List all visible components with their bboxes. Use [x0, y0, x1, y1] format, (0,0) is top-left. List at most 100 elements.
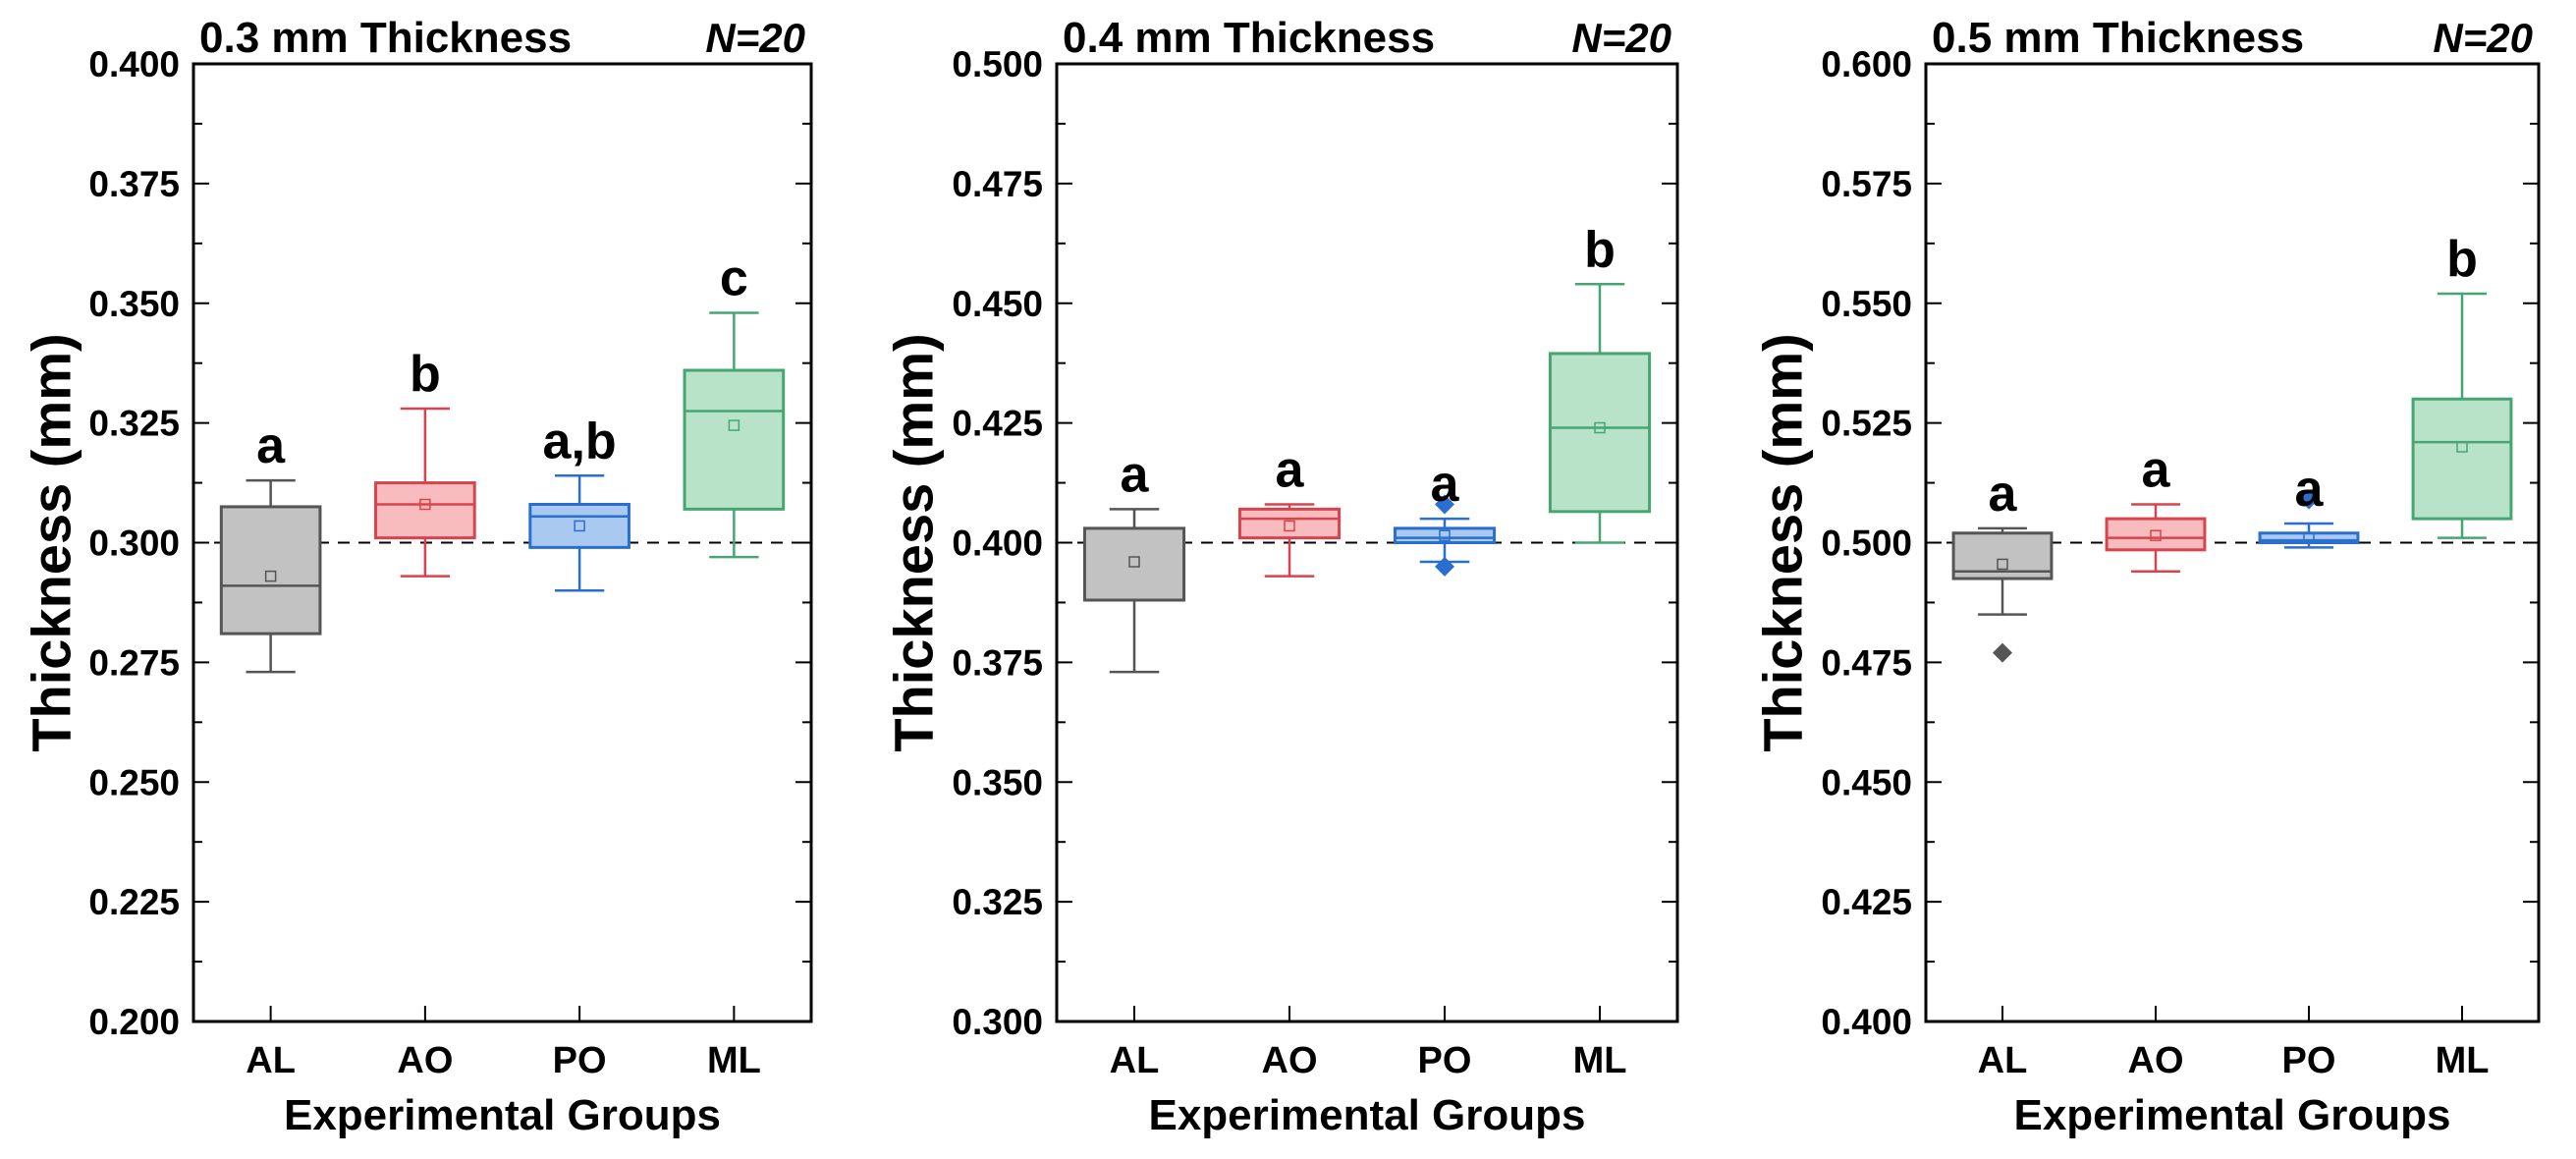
significance-letter: b: [410, 346, 441, 403]
y-axis-label: Thickness (mm): [1752, 333, 1814, 751]
box-PO: a: [2258, 461, 2360, 549]
outlier-point: [1993, 642, 2012, 663]
box-ML: b: [2411, 231, 2513, 539]
y-tick-label: 0.525: [1821, 404, 1912, 444]
y-tick-label: 0.350: [88, 284, 180, 324]
y-tick-label: 0.325: [952, 882, 1043, 922]
mean-marker: [728, 419, 740, 431]
significance-letter: a: [256, 417, 286, 474]
significance-letter: a: [2295, 461, 2325, 518]
significance-letter: c: [720, 250, 748, 307]
x-tick-label: PO: [553, 1040, 607, 1081]
y-tick-label: 0.300: [88, 524, 180, 564]
plot-frame: [1924, 62, 2541, 1023]
panel-2: 0.4 mm Thickness N=20 0.300 0.325 0.350 0.375…: [883, 14, 1679, 1139]
significance-letter: a: [1989, 466, 2018, 523]
x-tick-label: AL: [246, 1040, 296, 1081]
plot-frame: [192, 62, 813, 1023]
y-axis-label: Thickness (mm): [21, 333, 82, 751]
y-tick-label: 0.450: [952, 284, 1043, 324]
y-tick-label: 0.350: [952, 762, 1043, 802]
sample-size-label: N=20: [1571, 15, 1672, 61]
y-tick-label: 0.400: [88, 44, 180, 84]
y-tick-label: 0.400: [1821, 1002, 1912, 1042]
iqr-box: [1082, 526, 1186, 602]
sample-size-label: N=20: [705, 15, 805, 61]
y-tick-label: 0.300: [952, 1002, 1043, 1042]
y-tick-label: 0.375: [88, 164, 180, 204]
mean-marker: [2456, 441, 2468, 453]
significance-letter: b: [2446, 231, 2478, 288]
y-tick-label: 0.600: [1821, 44, 1912, 84]
box-PO: a: [1393, 456, 1497, 577]
x-tick-label: AL: [1110, 1040, 1160, 1081]
x-axis-label: Experimental Groups: [1148, 1091, 1585, 1139]
box-AO: b: [374, 346, 476, 578]
mean-marker: [1439, 529, 1451, 541]
sample-size-label: N=20: [2433, 15, 2533, 61]
mean-marker: [264, 570, 277, 582]
significance-letter: a: [2142, 442, 2171, 499]
iqr-box: [683, 368, 786, 511]
y-tick-label: 0.200: [88, 1002, 180, 1042]
significance-letter: a: [1121, 446, 1150, 503]
iqr-box: [219, 505, 322, 635]
iqr-box: [2105, 517, 2207, 552]
mean-marker: [1997, 558, 2008, 571]
x-tick-label: ML: [2436, 1040, 2490, 1081]
y-axis-label: Thickness (mm): [883, 333, 945, 751]
box-AL: a: [219, 417, 322, 674]
y-tick-label: 0.550: [1821, 284, 1912, 324]
box-AL: a: [1082, 446, 1186, 674]
mean-marker: [419, 498, 431, 511]
plot-frame: [1055, 62, 1679, 1023]
panel-title: 0.4 mm Thickness: [1063, 14, 1435, 62]
x-tick-label: PO: [1418, 1040, 1472, 1081]
x-tick-label: ML: [707, 1040, 761, 1081]
y-tick-label: 0.225: [88, 882, 180, 922]
panel-3: 0.5 mm Thickness N=20 0.400 0.425 0.450 0.475…: [1752, 14, 2541, 1139]
iqr-box: [2411, 397, 2513, 521]
x-tick-label: AO: [1262, 1040, 1318, 1081]
box-ML: c: [683, 250, 786, 559]
box-PO: a,b: [528, 413, 630, 592]
y-tick-label: 0.500: [1821, 524, 1912, 564]
mean-marker: [2303, 531, 2315, 544]
panel-title: 0.5 mm Thickness: [1932, 14, 2304, 62]
box-ML: b: [1548, 221, 1652, 544]
panel-title: 0.3 mm Thickness: [199, 14, 572, 62]
y-tick-label: 0.375: [952, 642, 1043, 683]
panel-1: 0.3 mm Thickness N=20 0.200 0.225 0.250 0.275…: [21, 14, 813, 1139]
y-tick-label: 0.450: [1821, 762, 1912, 802]
outlier-point: [2299, 489, 2319, 510]
mean-marker: [2150, 529, 2162, 541]
outlier-point: [1435, 556, 1454, 577]
box-AO: a: [1237, 442, 1342, 578]
box-AO: a: [2105, 442, 2207, 573]
x-tick-label: AO: [397, 1040, 453, 1081]
y-tick-label: 0.425: [1821, 882, 1912, 922]
y-tick-label: 0.500: [952, 44, 1043, 84]
y-tick-label: 0.325: [88, 404, 180, 444]
x-axis-label: Experimental Groups: [284, 1091, 721, 1139]
x-tick-label: AL: [1978, 1040, 2028, 1081]
x-tick-label: ML: [1573, 1040, 1627, 1081]
y-tick-label: 0.400: [952, 524, 1043, 564]
y-tick-label: 0.475: [1821, 642, 1912, 683]
outlier-point: [1435, 494, 1454, 515]
y-tick-label: 0.425: [952, 404, 1043, 444]
significance-letter: a: [1276, 442, 1305, 499]
significance-letter: a,b: [543, 413, 617, 469]
mean-marker: [574, 520, 585, 532]
significance-letter: a: [1431, 456, 1460, 513]
y-tick-label: 0.575: [1821, 164, 1912, 204]
box-AL: a: [1951, 466, 2054, 663]
y-tick-label: 0.250: [88, 762, 180, 802]
significance-letter: b: [1584, 221, 1616, 278]
x-tick-label: AO: [2128, 1040, 2184, 1081]
mean-marker: [1594, 421, 1606, 434]
x-axis-label: Experimental Groups: [2013, 1091, 2450, 1139]
iqr-box: [1237, 507, 1342, 540]
mean-marker: [1128, 556, 1140, 568]
